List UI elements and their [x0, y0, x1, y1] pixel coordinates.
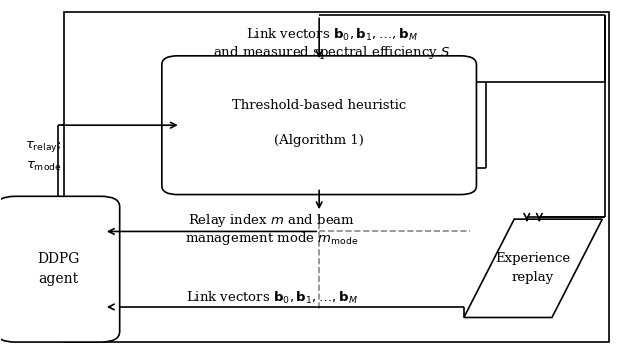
Text: and measured spectral efficiency $S$: and measured spectral efficiency $S$: [213, 44, 451, 61]
Text: management mode $m_{\mathrm{mode}}$: management mode $m_{\mathrm{mode}}$: [185, 230, 359, 247]
Text: Relay index $m$ and beam: Relay index $m$ and beam: [188, 212, 356, 229]
Text: Threshold-based heuristic: Threshold-based heuristic: [232, 99, 406, 112]
Text: Link vectors $\mathbf{b}_0, \mathbf{b}_1, \ldots, \mathbf{b}_M$: Link vectors $\mathbf{b}_0, \mathbf{b}_1…: [246, 27, 418, 43]
Text: (Algorithm 1): (Algorithm 1): [274, 135, 364, 148]
Text: $\tau_{\mathrm{relay}}$;
$\tau_{\mathrm{mode}}$: $\tau_{\mathrm{relay}}$; $\tau_{\mathrm{…: [25, 139, 62, 173]
Text: Link vectors $\mathbf{b}_0, \mathbf{b}_1, \ldots, \mathbf{b}_M$: Link vectors $\mathbf{b}_0, \mathbf{b}_1…: [186, 290, 358, 306]
FancyBboxPatch shape: [162, 56, 477, 195]
Text: DDPG
agent: DDPG agent: [37, 252, 79, 286]
Text: Experience
replay: Experience replay: [495, 252, 571, 284]
FancyBboxPatch shape: [0, 196, 119, 342]
